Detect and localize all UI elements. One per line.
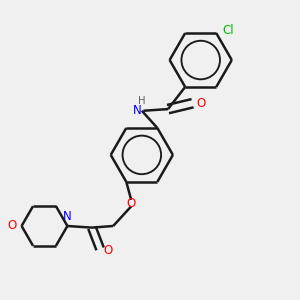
Text: N: N (133, 104, 142, 117)
Text: N: N (63, 210, 72, 224)
Text: O: O (8, 220, 17, 232)
Text: O: O (196, 97, 206, 110)
Text: Cl: Cl (222, 24, 234, 37)
Text: O: O (127, 196, 136, 210)
Text: O: O (103, 244, 112, 257)
Text: H: H (138, 96, 146, 106)
